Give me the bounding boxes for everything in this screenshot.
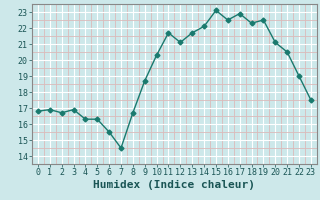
X-axis label: Humidex (Indice chaleur): Humidex (Indice chaleur) <box>93 180 255 190</box>
